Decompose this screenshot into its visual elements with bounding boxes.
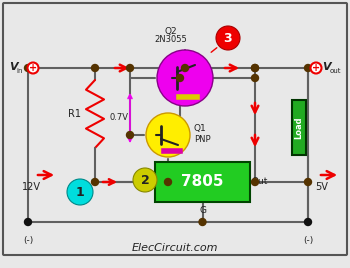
Text: (-): (-): [23, 236, 33, 245]
Circle shape: [216, 26, 240, 50]
Text: 2: 2: [141, 173, 149, 187]
Circle shape: [91, 65, 98, 72]
FancyBboxPatch shape: [155, 162, 250, 202]
Text: 2N3055: 2N3055: [155, 35, 187, 44]
Text: 12V: 12V: [22, 182, 41, 192]
Circle shape: [199, 218, 206, 225]
Circle shape: [133, 168, 157, 192]
Circle shape: [252, 65, 259, 72]
Circle shape: [67, 179, 93, 205]
Text: PNP: PNP: [194, 135, 211, 143]
Circle shape: [252, 65, 259, 72]
Text: In: In: [145, 177, 153, 187]
Circle shape: [126, 132, 133, 139]
Text: V: V: [322, 62, 331, 72]
Circle shape: [310, 62, 322, 73]
Circle shape: [91, 178, 98, 185]
Circle shape: [176, 75, 183, 81]
Circle shape: [157, 50, 213, 106]
Text: Q1: Q1: [194, 125, 207, 133]
Text: 1: 1: [76, 185, 84, 199]
Circle shape: [304, 218, 312, 225]
Text: 5V: 5V: [315, 182, 328, 192]
Text: in: in: [16, 68, 22, 74]
Text: G: G: [199, 206, 206, 215]
Circle shape: [25, 65, 32, 72]
Text: 0.7V: 0.7V: [109, 114, 128, 122]
Circle shape: [126, 65, 133, 72]
Text: +: +: [29, 63, 37, 73]
Text: 7805: 7805: [181, 174, 224, 189]
Circle shape: [252, 75, 259, 81]
Text: R1: R1: [68, 109, 81, 119]
Circle shape: [164, 178, 172, 185]
Circle shape: [182, 65, 189, 72]
Text: +: +: [312, 63, 320, 73]
Text: out: out: [330, 68, 342, 74]
Circle shape: [28, 62, 38, 73]
Text: Load: Load: [294, 116, 303, 139]
Text: 3: 3: [224, 32, 232, 44]
Text: V: V: [9, 62, 18, 72]
Circle shape: [304, 65, 312, 72]
FancyBboxPatch shape: [292, 100, 306, 155]
Circle shape: [252, 178, 259, 185]
Text: (-): (-): [303, 236, 313, 245]
FancyBboxPatch shape: [3, 3, 347, 255]
Text: ElecCircuit.com: ElecCircuit.com: [132, 243, 218, 253]
Circle shape: [304, 178, 312, 185]
Circle shape: [25, 218, 32, 225]
Circle shape: [146, 113, 190, 157]
Text: Out: Out: [252, 177, 268, 187]
Text: Q2: Q2: [165, 27, 177, 36]
